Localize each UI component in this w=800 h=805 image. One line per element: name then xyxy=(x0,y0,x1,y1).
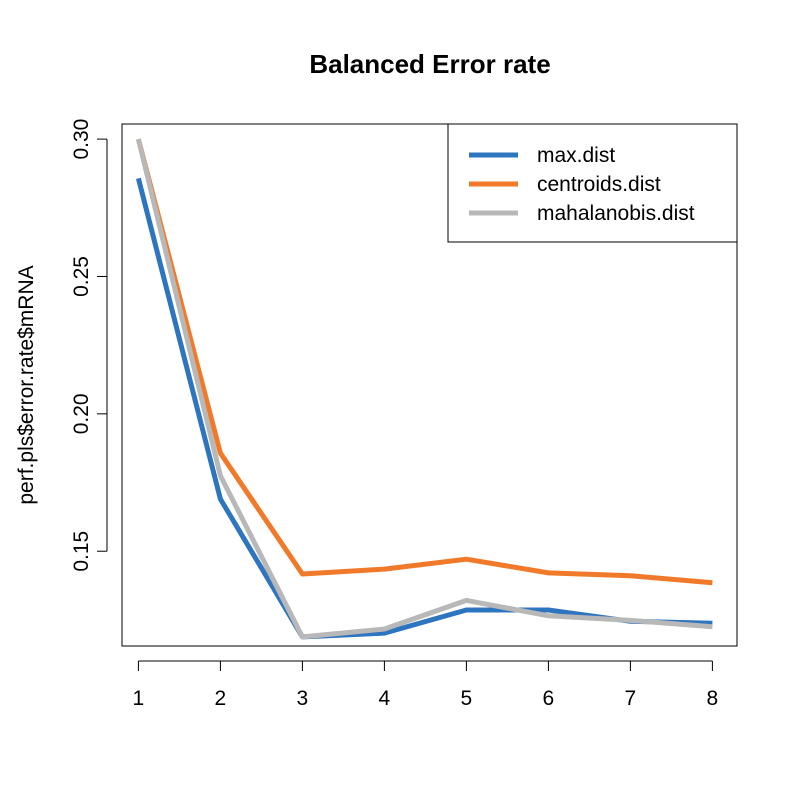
x-tick-label: 3 xyxy=(297,687,309,710)
legend-label: centroids.dist xyxy=(537,173,661,196)
series-line-centroids-dist xyxy=(135,138,713,586)
x-tick-label: 5 xyxy=(461,687,473,710)
y-axis: 0.15 0.20 0.25 0.30 xyxy=(70,119,108,572)
x-tick-label: 4 xyxy=(379,687,391,710)
x-tick-label: 2 xyxy=(215,687,227,710)
series-layer xyxy=(135,138,713,640)
legend-label: mahalanobis.dist xyxy=(537,202,695,225)
x-tick-label: 6 xyxy=(543,687,555,710)
y-tick-label: 0.25 xyxy=(70,256,93,297)
chart-title: Balanced Error rate xyxy=(309,49,550,79)
x-tick-label: 1 xyxy=(133,687,145,710)
y-axis-label: perf.pls$error.rate$mRNA xyxy=(15,265,38,504)
y-tick-label: 0.20 xyxy=(70,393,93,434)
x-axis: 1 2 3 4 5 6 7 8 xyxy=(133,660,719,710)
series-line-max-dist xyxy=(135,177,713,640)
legend: max.dist centroids.dist mahalanobis.dist xyxy=(447,123,738,243)
x-tick-label: 7 xyxy=(625,687,637,710)
y-tick-label: 0.30 xyxy=(70,119,93,160)
x-tick-label: 8 xyxy=(707,687,719,710)
plot-frame xyxy=(121,123,738,647)
series-line-mahalanobis-dist xyxy=(135,138,713,640)
y-tick-label: 0.15 xyxy=(70,531,93,572)
legend-label: max.dist xyxy=(537,144,615,167)
